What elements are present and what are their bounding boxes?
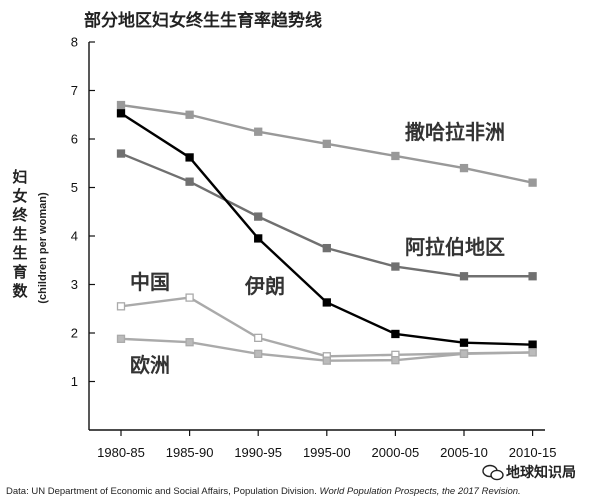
x-tick-label: 1985-90 (166, 445, 214, 460)
series-label-sub-saharan-africa: 撒哈拉非洲 (405, 120, 505, 144)
wechat-icon (482, 464, 504, 481)
chart-title: 部分地区妇女终生生育率趋势线 (84, 10, 322, 31)
series-label-europe: 欧洲 (130, 353, 170, 377)
data-point (322, 243, 331, 253)
y-tick-label: 2 (71, 326, 78, 341)
source-note-prefix: Data: UN Department of Economic and Soci… (6, 486, 319, 497)
data-point (391, 151, 400, 161)
data-point (185, 110, 194, 119)
data-point (254, 349, 263, 359)
x-tick-label: 1980-85 (97, 445, 145, 460)
data-point (116, 109, 126, 118)
y-axis-label-char: 数 (12, 282, 28, 300)
data-point (322, 356, 331, 365)
y-ticks: 1 2 3 4 5 6 7 8 (71, 35, 95, 389)
data-point (185, 177, 194, 186)
data-point (254, 127, 263, 136)
x-tick-label: 2010-15 (509, 445, 557, 460)
data-point (322, 298, 331, 307)
y-tick-label: 7 (71, 83, 78, 98)
data-point (391, 329, 400, 339)
y-axis-label-char: 生 (12, 244, 27, 262)
y-axis-label-char: 女 (12, 187, 27, 205)
series-4 (116, 334, 537, 365)
y-tick-label: 8 (71, 35, 78, 50)
data-point (254, 234, 263, 243)
data-point (528, 272, 537, 281)
x-tick-label: 1995-00 (303, 445, 351, 460)
x-ticks: 1980-85 1985-90 1990-95 1995-00 2000-05 2005-… (97, 430, 556, 460)
series-1 (116, 149, 537, 281)
y-tick-label: 6 (71, 132, 78, 147)
data-point (185, 338, 194, 347)
y-axis-label-char: 妇 (11, 168, 27, 186)
data-point (185, 293, 194, 302)
y-tick-label: 4 (71, 229, 78, 244)
data-point (116, 149, 126, 158)
y-tick-label: 3 (71, 277, 78, 292)
data-point (185, 153, 194, 162)
data-point (116, 100, 126, 110)
y-axis-label-char: 生 (12, 225, 27, 243)
data-point (391, 262, 400, 271)
watermark: 地球知识局 (482, 464, 576, 481)
series-2 (116, 109, 537, 349)
y-axis-label-english: (children per woman) (37, 192, 49, 304)
series-label-iran: 伊朗 (244, 274, 285, 298)
data-point (322, 139, 331, 149)
data-point (254, 212, 263, 221)
data-point (459, 163, 469, 173)
data-point (528, 340, 537, 349)
data-point (254, 333, 263, 343)
watermark-text: 地球知识局 (506, 464, 576, 481)
y-tick-label: 1 (71, 374, 78, 389)
series-lines (116, 100, 537, 365)
data-point (459, 272, 469, 281)
data-point (459, 338, 469, 347)
data-point (116, 302, 126, 311)
x-tick-label: 2000-05 (372, 445, 420, 460)
series-label-arab-region: 阿拉伯地区 (405, 235, 505, 259)
y-tick-label: 5 (71, 180, 78, 195)
data-point (116, 334, 126, 343)
data-point (528, 178, 537, 187)
source-note: Data: UN Department of Economic and Soci… (6, 486, 521, 497)
y-axis-label-char: 终 (12, 206, 28, 224)
source-note-italic: World Population Prospects, the 2017 Rev… (319, 486, 520, 497)
x-tick-label: 1990-95 (234, 445, 282, 460)
y-axis-label-char: 育 (12, 263, 27, 281)
series-label-china: 中国 (130, 270, 170, 294)
series-0 (116, 100, 537, 187)
data-point (391, 356, 400, 365)
data-point (528, 348, 537, 357)
x-tick-label: 2005-10 (440, 445, 488, 460)
data-point (459, 349, 469, 359)
